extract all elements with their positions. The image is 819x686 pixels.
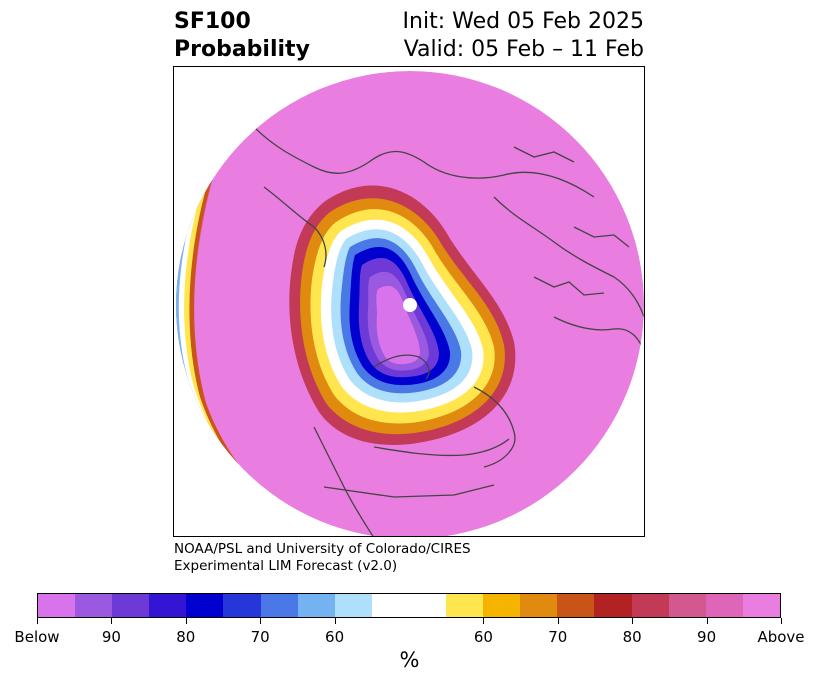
colorbar-swatch: [705, 594, 743, 617]
valid-range: Valid: 05 Feb – 11 Feb: [403, 37, 644, 62]
colorbar-tick-label: Above: [757, 628, 805, 646]
colorbar-tick: [557, 618, 559, 624]
colorbar-swatch: [668, 594, 706, 617]
colorbar-tick-label: Below: [14, 628, 60, 646]
colorbar-swatch: [260, 594, 298, 617]
colorbar-swatch: [186, 594, 224, 617]
colorbar-swatch: [297, 594, 335, 617]
colorbar-swatch: [483, 594, 521, 617]
colorbar-ticks: Below 90 80 70 60 60 70 80 90 Above: [0, 618, 819, 648]
colorbar-swatch: [223, 594, 261, 617]
colorbar-swatch: [371, 594, 409, 617]
colorbar-swatch: [408, 594, 447, 617]
colorbar-tick-label: 90: [697, 628, 717, 646]
colorbar-tick: [706, 618, 708, 624]
colorbar-swatch: [38, 594, 76, 617]
colorbar-swatch: [334, 594, 372, 617]
colorbar-tick: [37, 618, 38, 624]
colorbar-swatch: [446, 594, 484, 617]
colorbar-swatch: [75, 594, 113, 617]
colorbar-tick-label: 60: [473, 628, 493, 646]
probability-map: [176, 71, 644, 536]
credit: NOAA/PSL and University of Colorado/CIRE…: [174, 541, 471, 575]
credit-line-2: Experimental LIM Forecast (v2.0): [174, 558, 398, 574]
colorbar-tick: [260, 618, 262, 624]
field-name: SF100: [174, 9, 251, 34]
colorbar-tick: [334, 618, 336, 624]
colorbar-unit: %: [399, 648, 420, 672]
colorbar-tick: [781, 618, 782, 624]
colorbar-swatch: [149, 594, 187, 617]
coastlines: [253, 126, 644, 536]
credit-line-1: NOAA/PSL and University of Colorado/CIRE…: [174, 541, 471, 557]
colorbar-tick: [632, 618, 634, 624]
title-left: SF100 Probability: [174, 8, 310, 64]
init-date: Init: Wed 05 Feb 2025: [402, 9, 644, 34]
colorbar-tick: [185, 618, 187, 624]
colorbar-tick: [483, 618, 485, 624]
polar-hole: [403, 298, 417, 312]
colorbar-tick-label: 80: [176, 628, 196, 646]
colorbar: [37, 593, 781, 618]
title-right: Init: Wed 05 Feb 2025 Valid: 05 Feb – 11…: [403, 8, 644, 64]
colorbar-swatch: [742, 594, 780, 617]
product-name: Probability: [174, 37, 310, 62]
arctic-anomaly: [289, 185, 516, 445]
colorbar-swatch: [520, 594, 558, 617]
map-panel: [173, 66, 645, 537]
colorbar-tick-label: 70: [548, 628, 568, 646]
colorbar-tick: [111, 618, 113, 624]
colorbar-tick-label: 60: [325, 628, 345, 646]
colorbar-swatch: [631, 594, 669, 617]
colorbar-tick-label: 70: [250, 628, 270, 646]
colorbar-tick-label: 90: [101, 628, 121, 646]
colorbar-swatch: [112, 594, 150, 617]
colorbar-tick-label: 80: [622, 628, 642, 646]
colorbar-swatch: [557, 594, 595, 617]
colorbar-swatch: [594, 594, 632, 617]
